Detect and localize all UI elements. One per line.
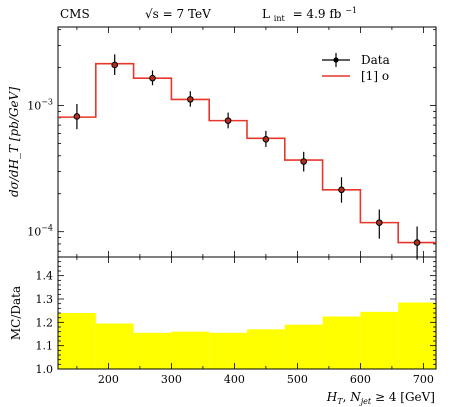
ratio-ytick-label-2: 1.2 [36,316,54,329]
ratio-panel: 1.0 1.1 1.2 1.3 1.4 200 300 400 500 600 700 MC/Da… [9,256,437,386]
ratio-bar-1 [95,323,134,369]
main-y-ticks: 10−3 10−4 [27,29,436,252]
ratio-xtick-label-4: 600 [350,373,371,386]
ratio-bar-3 [171,331,210,369]
data-point-8 [376,219,383,226]
data-point-7 [338,186,345,194]
data-points [73,54,421,260]
ratio-bar-6 [284,324,323,369]
main-ytick-label-0: 10−3 [27,98,53,113]
main-ytick-label-1: 10−4 [27,224,53,239]
ratio-bar-7 [322,316,361,369]
main-y-axis-label: dσ/dH_T [pb/GeV] [7,87,21,197]
experiment-label: CMS [60,7,90,21]
ratio-xtick-label-5: 700 [413,373,434,386]
ratio-xtick-label-2: 400 [224,373,245,386]
legend-data-label: Data [361,53,390,67]
data-point-9 [413,239,421,246]
legend-data-marker [333,57,339,63]
data-point-0 [73,113,81,120]
data-point-6 [300,158,308,165]
lumi-sub: int [274,14,286,23]
lumi-prefix: L [262,7,270,21]
ratio-ytick-label-0: 1.0 [36,363,54,376]
data-point-1 [111,61,118,69]
ratio-bar-9 [398,302,436,369]
data-point-2 [149,74,156,82]
legend-mc-label: [1] o [361,69,389,83]
lumi-exp: −1 [345,6,357,15]
luminosity-label: L int = 4.9 fb −1 [262,6,357,24]
x-axis-label: HT, Njet ≥ 4 [GeV] [326,390,435,406]
data-point-5 [262,136,270,143]
ratio-ytick-label-4: 1.4 [36,270,54,283]
lumi-value: = 4.9 fb [293,7,342,21]
ratio-band [58,302,436,369]
ratio-y-axis-label: MC/Data [9,286,23,340]
ratio-y-ticks: 1.0 1.1 1.2 1.3 1.4 [36,256,436,376]
data-point-4 [224,117,232,124]
ratio-bar-4 [209,332,247,369]
ratio-xtick-label-0: 200 [98,373,119,386]
mc-histogram-line [58,62,436,244]
ratio-bar-2 [133,332,172,369]
ratio-bar-5 [247,329,285,369]
ratio-bar-8 [360,311,399,369]
ratio-xtick-label-1: 300 [161,373,182,386]
ratio-x-ticks: 200 300 400 500 600 700 [76,257,434,386]
legend: Data [1] o [322,53,390,83]
main-x-ticks [76,27,424,257]
data-point-3 [187,96,194,103]
energy-label: √s = 7 TeV [145,7,211,21]
ratio-ytick-label-3: 1.3 [36,293,54,306]
ratio-xtick-label-3: 500 [287,373,308,386]
ratio-ytick-label-1: 1.1 [36,340,54,353]
ratio-bar-0 [58,313,96,369]
